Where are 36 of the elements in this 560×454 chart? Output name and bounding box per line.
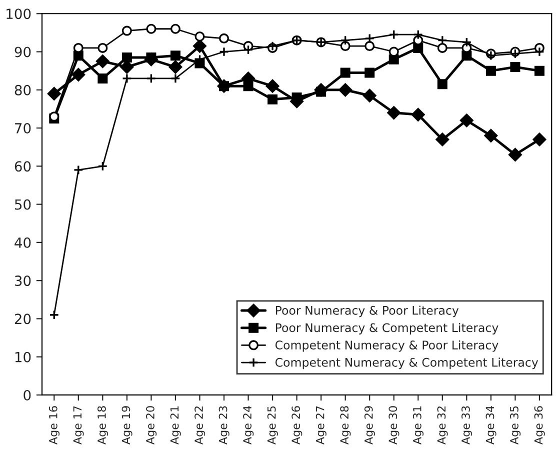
legend-label: Competent Numeracy & Poor Literacy [275,340,498,352]
y-tick-label: 10 [15,352,31,362]
y-tick-label: 60 [14,161,31,172]
legend-label: Competent Numeracy & Competent Literacy [275,358,538,370]
x-tick-label: Age 19 [122,406,132,444]
y-tick-label: 90 [14,46,31,58]
x-tick-label: Age 36 [534,406,545,444]
x-tick-label: Age 35 [510,406,521,444]
legend-label: Poor Numeracy & Competent Literacy [276,323,498,334]
x-tick-label: Age 29 [364,406,375,444]
x-tick-label: Age 31 [412,406,424,444]
x-tick-label: Age 16 [48,406,60,444]
y-tick-label: 80 [14,84,31,96]
y-tick-label: 70 [15,122,31,134]
x-tick-label: Age 17 [73,406,84,444]
y-tick-label: 40 [14,237,31,248]
x-tick-label: Age 32 [437,406,448,444]
y-tick-label: 30 [14,276,31,286]
x-tick-label: Age 24 [243,406,254,444]
x-tick-label: Age 22 [194,406,206,444]
legend-label: Poor Numeracy & Poor Literacy [276,306,459,318]
x-tick-label: Age 25 [267,406,278,444]
y-tick-label: 20 [14,314,31,324]
x-tick-label: Age 30 [388,406,400,444]
y-tick-label: 100 [6,8,31,20]
x-tick-label: Age 23 [218,406,230,444]
x-tick-label: Age 34 [486,406,496,444]
x-tick-label: Age 21 [170,406,181,444]
y-tick-label: 50 [14,199,31,210]
x-tick-label: Age 27 [316,406,326,444]
x-tick-label: Age 26 [292,406,302,444]
x-tick-label: Age 28 [340,406,351,444]
x-tick-label: Age 20 [146,406,157,444]
x-tick-label: Age 33 [461,406,472,444]
x-tick-label: Age 18 [97,406,108,444]
y-tick-label: 0 [24,390,31,400]
